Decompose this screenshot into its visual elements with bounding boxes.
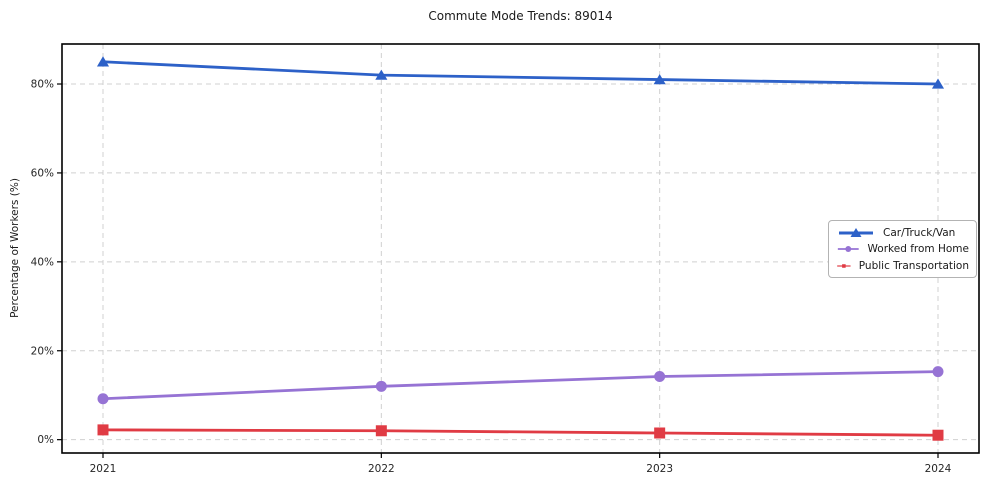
y-tick-label: 20%: [31, 345, 54, 357]
square-marker-icon: [837, 263, 851, 268]
series-line: [102, 60, 939, 86]
data-point-marker: [932, 429, 944, 441]
x-tick-label: 2024: [925, 463, 952, 475]
data-point-marker: [932, 366, 944, 378]
x-tick-label: 2022: [368, 463, 395, 475]
legend-entry: Public Transportation: [836, 259, 969, 273]
y-tick-label: 0%: [37, 434, 54, 446]
y-tick-label: 80%: [31, 79, 54, 91]
legend-label: Car/Truck/Van: [883, 226, 956, 239]
data-point-marker: [375, 425, 387, 437]
legend-label: Public Transportation: [858, 259, 969, 272]
legend-entry: Worked from Home: [836, 242, 969, 256]
triangle-marker-icon: [839, 227, 873, 237]
legend-entry: Car/Truck/Van: [836, 226, 969, 240]
data-point-marker: [375, 380, 387, 392]
chart-title: Commute Mode Trends: 89014: [428, 9, 613, 23]
x-tick-label: 2021: [90, 463, 117, 475]
circle-marker-icon: [837, 246, 859, 252]
data-point-marker: [375, 69, 388, 80]
legend: Car/Truck/Van Worked from Home Public Tran…: [828, 220, 977, 278]
y-tick-label: 60%: [31, 167, 54, 179]
data-point-marker: [654, 371, 666, 383]
data-point-marker: [97, 424, 109, 436]
series-line: [102, 370, 939, 401]
series-line: [102, 428, 939, 437]
plot-frame: [61, 43, 980, 454]
data-point-marker: [654, 427, 666, 439]
x-tick-label: 2023: [646, 463, 673, 475]
data-point-marker: [96, 56, 110, 67]
data-point-marker: [97, 393, 109, 405]
y-tick-label: 40%: [31, 256, 54, 268]
data-point-marker: [653, 74, 666, 85]
legend-label: Worked from Home: [867, 243, 969, 255]
data-point-marker: [931, 78, 945, 89]
